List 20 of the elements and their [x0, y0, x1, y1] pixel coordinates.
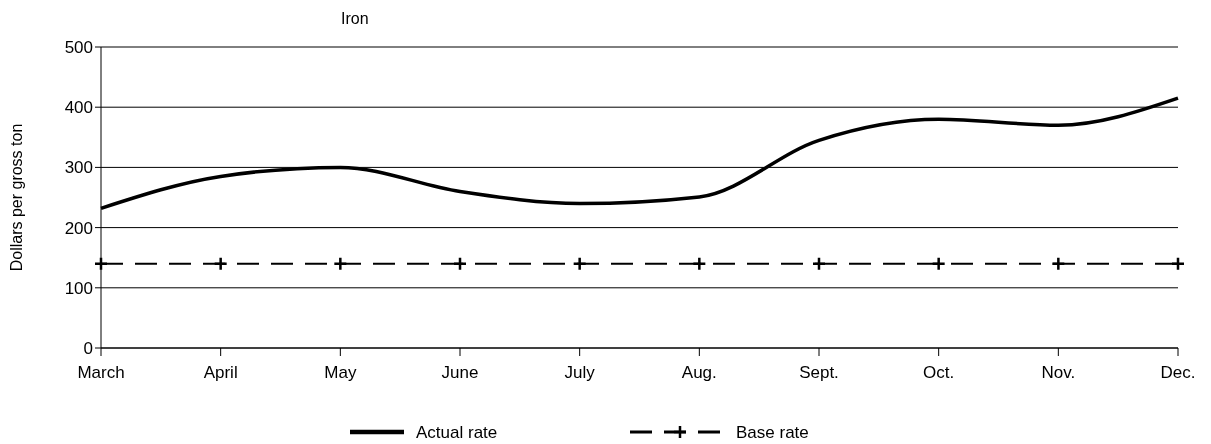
x-tick-label: Nov. [1041, 363, 1076, 382]
y-tick-label: 400 [64, 98, 93, 118]
x-tick-label: June [441, 363, 479, 382]
y-axis-title: Dollars per gross ton [8, 123, 25, 272]
x-tick-label: April [203, 363, 238, 382]
y-tick-label: 500 [64, 37, 93, 57]
chart-title: Iron [341, 10, 369, 27]
x-tick-label: May [324, 363, 357, 382]
x-tick-label: July [564, 363, 596, 382]
y-tick-label: 0 [83, 338, 93, 358]
x-tick-label: Dec. [1160, 363, 1196, 382]
x-tick-label: Aug. [681, 363, 717, 382]
x-tick-label: March [77, 363, 125, 382]
y-tick-label: 100 [64, 278, 93, 298]
y-tick-label: 200 [64, 218, 93, 238]
legend-label: Actual rate [416, 422, 498, 442]
y-tick-label: 300 [64, 158, 93, 178]
legend-label: Base rate [736, 422, 809, 442]
x-tick-label: Sept. [799, 363, 839, 382]
x-tick-label: Oct. [923, 363, 955, 382]
